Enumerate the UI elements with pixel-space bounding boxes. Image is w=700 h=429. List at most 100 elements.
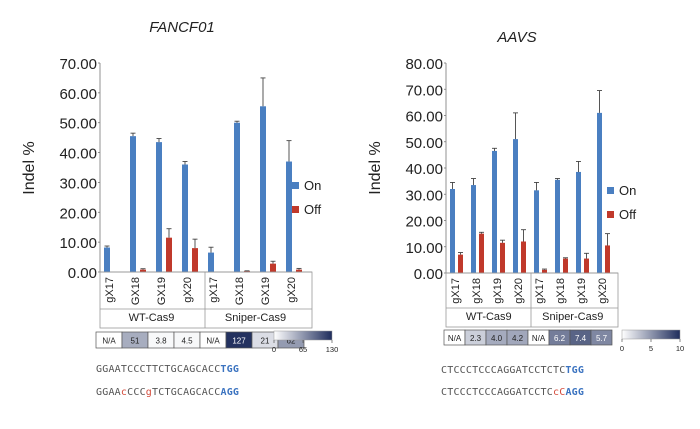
y-tick-label: 10.00: [405, 240, 443, 257]
legend-label: On: [304, 178, 321, 193]
off-bar: [563, 258, 568, 273]
off-bar: [542, 269, 547, 273]
specificity-value: 5.7: [596, 334, 608, 343]
y-tick-label: 50.00: [405, 135, 443, 152]
category-box: [445, 272, 619, 328]
color-scale-bar: [621, 329, 681, 340]
y-tick-label: 10.00: [59, 235, 97, 252]
pam-sequence: AGG: [220, 387, 240, 398]
category-label: GX18: [234, 277, 246, 305]
on-bar: [597, 112, 602, 273]
category-label: gX17: [104, 277, 116, 303]
pam-sequence: TGG: [220, 364, 240, 375]
sequence-segment: GGAA: [96, 387, 121, 398]
group-label: WT-Cas9: [129, 312, 175, 324]
off-bar: [166, 237, 172, 272]
on-bar: [130, 136, 136, 272]
specificity-value: 51: [131, 337, 140, 346]
y-tick-label: 60.00: [405, 109, 443, 126]
sequence-line: GGAATCCCTTCTGCAGCACCTGG: [96, 364, 239, 375]
off-bar: [244, 271, 250, 272]
sequence-line: CTCCCTCCCAGGATCCTCcCAGG: [441, 387, 584, 398]
on-bar: [513, 139, 518, 273]
specificity-value: 4.5: [181, 337, 193, 346]
y-tick-label: 30.00: [59, 175, 97, 192]
color-scale-label: 0: [272, 345, 276, 354]
color-scale-label: 65: [299, 345, 307, 354]
off-bar: [458, 254, 463, 273]
legend-swatch: [607, 187, 614, 194]
color-scale-bar: [273, 330, 333, 341]
specificity-value: 21: [261, 337, 270, 346]
on-bar: [104, 247, 110, 272]
legend-label: On: [619, 183, 636, 198]
y-tick-label: 50.00: [59, 116, 97, 133]
color-scale-label: 10: [676, 344, 684, 353]
on-bar: [286, 161, 292, 272]
category-box: [99, 271, 313, 329]
on-bar: [534, 190, 539, 273]
off-bar: [479, 233, 484, 273]
y-axis-label: Indel %: [367, 141, 384, 194]
specificity-value: N/A: [206, 337, 220, 346]
y-tick-label: 0.00: [68, 265, 97, 282]
specificity-value: N/A: [448, 334, 462, 343]
sequence-segment: CCC: [127, 387, 146, 398]
category-label: GX19: [260, 277, 272, 305]
legend-swatch: [292, 206, 299, 213]
group-label: WT-Cas9: [466, 311, 512, 323]
on-bar: [156, 142, 162, 272]
y-tick-label: 40.00: [405, 161, 443, 178]
specificity-value: 4.2: [512, 334, 524, 343]
specificity-value: 62: [287, 337, 296, 346]
specificity-value: 7.4: [575, 334, 587, 343]
category-label: gX17: [450, 278, 462, 304]
on-bar: [182, 164, 188, 272]
specificity-value: N/A: [102, 337, 116, 346]
y-tick-label: 70.00: [405, 82, 443, 99]
off-bar: [521, 241, 526, 273]
chart-title: AAVS: [496, 29, 536, 46]
sequence-segment: CTCCCTCCCAGGATCCTCTC: [441, 365, 566, 376]
legend-label: Off: [304, 202, 321, 217]
legend-swatch: [292, 182, 299, 189]
chart-title: FANCF01: [149, 19, 215, 36]
chart-0: FANCF01 Indel % 0.00 10.00 20.00 30.00 40.00 50…: [21, 19, 338, 354]
specificity-value: 4.0: [491, 334, 503, 343]
on-bar: [208, 252, 214, 272]
off-bar: [270, 263, 276, 272]
off-bar: [605, 245, 610, 273]
on-bar: [234, 122, 240, 272]
category-label: gX20: [597, 278, 609, 304]
color-scale-label: 5: [649, 344, 653, 353]
mismatch-base: c: [120, 387, 128, 398]
specificity-value: 127: [232, 337, 246, 346]
y-tick-label: 60.00: [59, 86, 97, 103]
category-label: gX18: [555, 278, 567, 304]
mismatch-base: g: [145, 387, 153, 398]
specificity-value: N/A: [532, 334, 546, 343]
sequence-segment: TCTGCAGCACC: [152, 387, 221, 398]
category-label: GX18: [130, 277, 142, 305]
off-bar: [500, 242, 505, 273]
y-tick-label: 80.00: [405, 56, 443, 73]
on-bar: [260, 106, 266, 273]
on-bar: [450, 189, 455, 273]
color-scale-label: 0: [620, 344, 624, 353]
legend-label: Off: [619, 207, 636, 222]
legend-swatch: [607, 211, 614, 218]
category-label: GX19: [156, 277, 168, 305]
chart-1: AAVS Indel % 0.00 10.00 20.00 30.00 40.00 50.00…: [367, 29, 684, 353]
category-label: gX20: [286, 277, 298, 303]
category-label: gX20: [513, 278, 525, 304]
y-tick-label: 30.00: [405, 187, 443, 204]
y-tick-label: 0.00: [414, 266, 443, 283]
category-label: gX19: [492, 278, 504, 304]
sequence-line: CTCCCTCCCAGGATCCTCTCTGG: [441, 365, 584, 376]
y-tick-label: 70.00: [59, 56, 97, 73]
sequence-line: GGAAcCCCgTCTGCAGCACCAGG: [96, 387, 239, 398]
group-label: Sniper-Cas9: [225, 312, 286, 324]
on-bar: [576, 171, 581, 273]
off-bar: [140, 269, 146, 272]
